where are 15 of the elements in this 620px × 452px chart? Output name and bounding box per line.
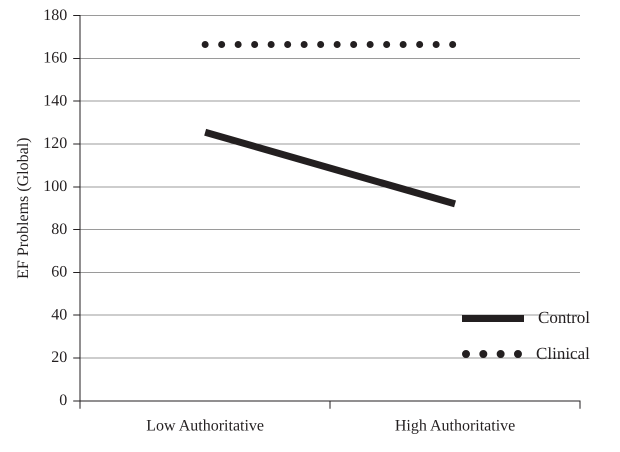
y-tick-label: 160 <box>43 50 68 67</box>
y-tick-label: 140 <box>43 92 68 110</box>
x-tick-label: Low Authoritative <box>146 418 264 435</box>
y-tick-label: 60 <box>51 264 68 281</box>
y-tick-label: 80 <box>51 220 68 238</box>
y-tick-label: 40 <box>51 306 68 324</box>
y-tick-label: 120 <box>43 135 68 152</box>
y-tick-label: 180 <box>43 6 68 24</box>
y-axis-title: EF Problems (Global) <box>14 138 32 279</box>
legend-label: Control <box>538 308 590 328</box>
legend-label: Clinical <box>536 344 590 364</box>
x-tick-label: High Authoritative <box>394 418 516 435</box>
y-tick-label: 0 <box>59 392 68 410</box>
y-tick-label: 100 <box>43 178 68 196</box>
y-tick-label: 20 <box>51 349 68 366</box>
